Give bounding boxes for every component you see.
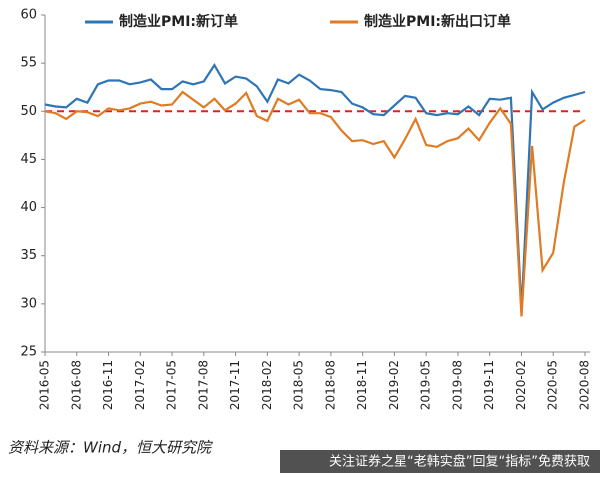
source: 资料来源：Wind，恒大研究院 [8,439,213,457]
x-tick-label: 2016-08 [69,360,83,410]
y-tick-label: 25 [20,345,37,360]
x-tick-label: 2016-11 [101,360,115,410]
y-tick-label: 35 [20,248,37,263]
legend-label: 制造业PMI:新订单 [119,13,238,30]
x-tick-label: 2019-08 [450,360,464,410]
x-tick-label: 2017-08 [196,360,210,410]
x-tick-label: 2020-05 [546,360,560,410]
x-tick-label: 2018-11 [355,360,369,410]
x-tick-label: 2019-11 [482,360,496,410]
y-tick-label: 30 [20,296,37,311]
y-tick-label: 55 [20,56,37,71]
series-line [44,90,586,317]
x-tick-label: 2018-02 [260,360,274,410]
legend-label: 制造业PMI:新出口订单 [364,13,511,30]
y-tick-label: 50 [20,104,37,119]
x-tick-label: 2019-05 [419,360,433,410]
y-tick-label: 60 [20,8,37,23]
watermark: 关注证券之星“老韩实盘”回复“指标”免费获取 [329,454,590,470]
x-tick-label: 2019-02 [387,360,401,410]
y-tick-label: 40 [20,200,37,215]
x-tick-label: 2018-08 [323,360,337,410]
watermark-bg [280,450,600,473]
series-line [44,62,586,311]
x-tick-label: 2017-02 [133,360,147,410]
y-tick-label: 45 [20,152,37,167]
x-tick-label: 2020-08 [578,360,592,410]
x-tick-label: 2017-05 [165,360,179,410]
x-tick-label: 2016-05 [38,360,52,410]
x-tick-label: 2017-11 [228,360,242,410]
x-tick-label: 2018-05 [292,360,306,410]
x-tick-label: 2020-02 [514,360,528,410]
